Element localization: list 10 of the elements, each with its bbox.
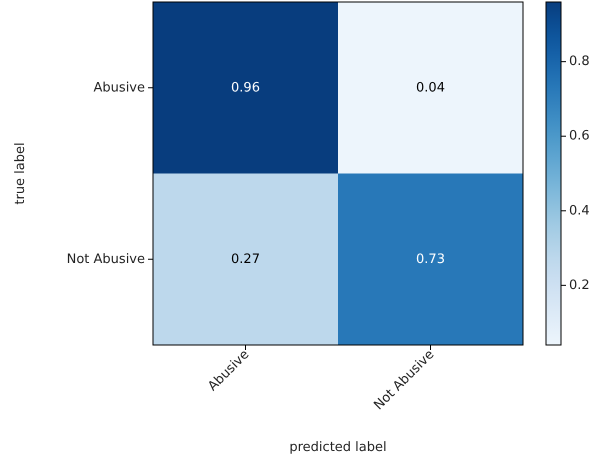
- color-bar-label: 0.6: [569, 128, 590, 144]
- y-axis-title: true label: [13, 142, 28, 205]
- data-label: 0.04: [416, 80, 445, 96]
- x-axis-title: predicted label: [289, 440, 387, 455]
- color-bar-label: 0.8: [569, 54, 590, 70]
- data-label: 0.27: [231, 252, 260, 267]
- data-label: 0.96: [231, 80, 260, 96]
- color-bar-label: 0.4: [569, 203, 590, 218]
- color-bar-label: 0.2: [569, 278, 590, 293]
- data-label: 0.73: [416, 252, 445, 267]
